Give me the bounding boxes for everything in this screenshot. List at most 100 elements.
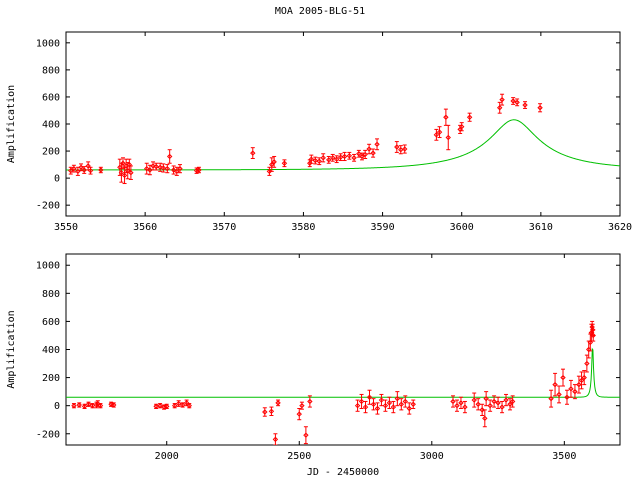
- data-marker: [507, 401, 513, 407]
- data-marker: [487, 402, 493, 409]
- data-point: [186, 402, 192, 409]
- data-point: [337, 153, 344, 162]
- data-point: [333, 155, 340, 164]
- data-point: [398, 398, 405, 411]
- data-point: [71, 402, 77, 409]
- data-point: [346, 151, 353, 160]
- y-tick-label: 1000: [36, 261, 60, 272]
- data-point: [326, 155, 332, 164]
- data-point: [462, 400, 468, 414]
- data-point: [445, 124, 451, 151]
- data-marker: [556, 391, 562, 398]
- data-point: [510, 97, 516, 105]
- data-marker: [356, 151, 362, 157]
- x-axis-label: JD - 2450000: [307, 467, 379, 478]
- data-point: [362, 400, 369, 414]
- data-marker: [552, 381, 558, 388]
- data-point: [85, 401, 92, 407]
- data-point: [402, 395, 408, 408]
- data-point: [433, 128, 440, 141]
- data-point: [581, 370, 587, 386]
- data-point: [307, 395, 313, 408]
- data-marker: [308, 156, 315, 162]
- data-marker: [303, 432, 309, 438]
- data-point: [454, 399, 460, 412]
- data-marker: [330, 155, 336, 161]
- data-marker: [374, 405, 381, 412]
- chart-title: MOA 2005-BLG-51: [274, 6, 366, 17]
- data-point: [576, 375, 582, 394]
- data-point: [250, 147, 256, 159]
- data-marker: [510, 98, 516, 104]
- data-point: [537, 103, 543, 113]
- data-point: [299, 401, 305, 410]
- data-point: [71, 164, 77, 173]
- data-point: [374, 402, 381, 415]
- data-point: [390, 400, 397, 414]
- plot-area: [66, 93, 620, 185]
- data-marker: [75, 168, 81, 175]
- data-marker: [496, 105, 503, 111]
- data-point: [111, 402, 117, 408]
- data-marker: [68, 167, 74, 174]
- data-marker: [450, 398, 456, 405]
- data-point: [410, 399, 416, 409]
- data-marker: [125, 167, 131, 174]
- data-marker: [572, 388, 578, 395]
- data-marker: [164, 165, 171, 172]
- data-point: [76, 402, 82, 408]
- data-point: [499, 400, 505, 414]
- data-point: [499, 93, 505, 106]
- data-point: [164, 164, 171, 174]
- data-marker: [333, 156, 340, 162]
- data-marker: [410, 401, 416, 407]
- data-marker: [346, 153, 353, 159]
- data-point: [366, 143, 372, 155]
- data-marker: [120, 160, 126, 166]
- data-marker: [382, 402, 389, 409]
- data-point: [471, 392, 477, 408]
- data-marker: [362, 151, 368, 158]
- data-marker: [548, 395, 554, 402]
- y-axis-label: Amplification: [6, 310, 17, 388]
- data-point: [356, 149, 362, 158]
- y-tick-label: 200: [42, 147, 60, 158]
- data-point: [157, 402, 163, 409]
- data-marker: [370, 401, 377, 407]
- data-marker: [433, 132, 440, 138]
- data-marker: [402, 398, 408, 405]
- data-marker: [482, 415, 488, 422]
- data-point: [548, 389, 554, 408]
- data-point: [268, 406, 275, 417]
- data-point: [174, 166, 180, 176]
- x-tick-label: 2000: [155, 451, 179, 462]
- model-curve: [66, 119, 620, 171]
- data-marker: [522, 102, 528, 108]
- data-marker: [174, 168, 180, 175]
- y-tick-label: 400: [42, 120, 60, 131]
- data-marker: [578, 377, 585, 384]
- data-marker: [576, 381, 582, 388]
- data-point: [275, 399, 281, 407]
- y-tick-label: 0: [54, 174, 60, 185]
- data-marker: [590, 332, 596, 339]
- data-point: [164, 403, 170, 410]
- data-point: [509, 395, 516, 408]
- x-tick-label: 3600: [450, 222, 474, 233]
- data-marker: [111, 402, 117, 408]
- y-tick-label: 400: [42, 345, 60, 356]
- data-point: [459, 122, 465, 132]
- data-point: [475, 398, 481, 411]
- data-marker: [78, 164, 84, 171]
- data-point: [153, 162, 159, 171]
- data-point: [496, 101, 503, 114]
- data-marker: [186, 402, 192, 409]
- data-point: [262, 407, 268, 417]
- data-marker: [386, 400, 393, 406]
- data-point: [552, 372, 558, 397]
- data-marker: [509, 398, 516, 405]
- data-point: [458, 396, 464, 409]
- data-point: [272, 433, 279, 445]
- data-marker: [351, 155, 357, 161]
